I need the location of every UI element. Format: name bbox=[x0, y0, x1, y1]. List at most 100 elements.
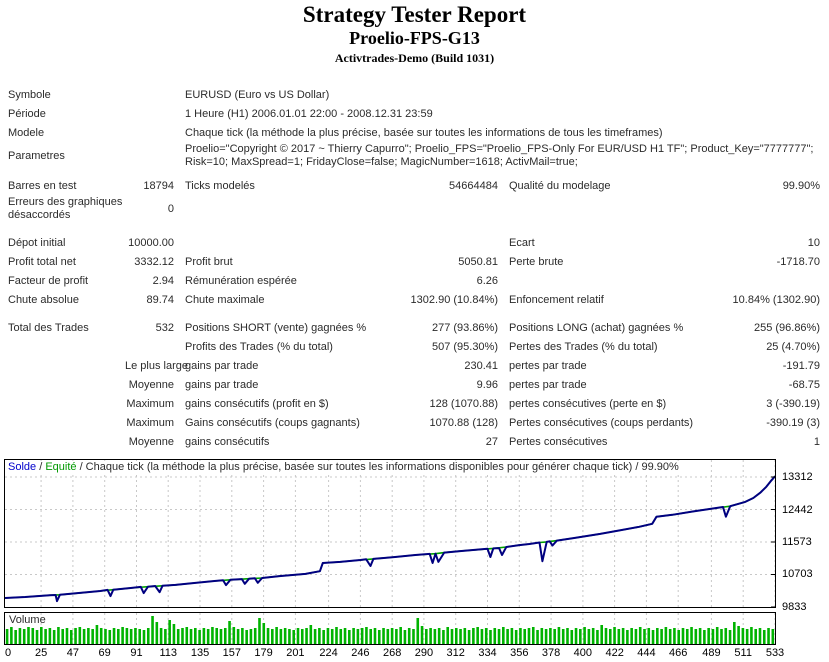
section-gap bbox=[8, 222, 820, 234]
row-value: 255 (96.86%) bbox=[753, 322, 820, 334]
volume-bar bbox=[566, 628, 569, 644]
volume-bar bbox=[108, 630, 112, 644]
volume-bar bbox=[647, 628, 651, 644]
section-gap bbox=[8, 169, 820, 177]
volume-bar bbox=[425, 629, 428, 644]
balance-line bbox=[5, 475, 775, 603]
row-value: 0 bbox=[167, 202, 174, 215]
volume-bar bbox=[202, 628, 206, 644]
report-row: Maximum gains consécutifs (profit en $) 12… bbox=[8, 395, 820, 414]
volume-bar bbox=[275, 627, 278, 644]
volume-bar bbox=[403, 630, 407, 644]
volume-bar bbox=[223, 628, 227, 644]
volume-bar bbox=[142, 630, 146, 644]
volume-bar bbox=[728, 630, 732, 644]
row-label: Enfoncement relatif bbox=[509, 294, 604, 306]
volume-bar bbox=[22, 629, 26, 644]
row-value: 89.74 bbox=[146, 294, 174, 306]
volume-bar bbox=[348, 630, 351, 644]
volume-bar bbox=[510, 628, 514, 644]
volume-bar bbox=[288, 629, 291, 644]
volume-bar bbox=[412, 629, 415, 644]
report-row: Modele Chaque tick (la méthode la plus pr… bbox=[8, 124, 820, 143]
row-value: Moyenne bbox=[128, 379, 174, 391]
x-axis-tick-label: 312 bbox=[446, 647, 465, 659]
volume-bar bbox=[117, 629, 120, 644]
report-row: Profit total net 3332.12 Profit brut 5050.8… bbox=[8, 253, 820, 272]
x-axis-tick-label: 422 bbox=[605, 647, 624, 659]
x-axis-tick-label: 489 bbox=[702, 647, 721, 659]
y-axis-tick-label: 10703 bbox=[782, 568, 813, 581]
row-label: Pertes consécutives bbox=[509, 436, 608, 448]
row-label: pertes par trade bbox=[509, 379, 587, 391]
volume-bar bbox=[14, 630, 17, 644]
row-label: Pertes consécutives (coups perdants) bbox=[509, 417, 694, 429]
volume-bar bbox=[450, 629, 454, 644]
row-label: Barres en test bbox=[8, 180, 77, 192]
volume-bar bbox=[369, 629, 373, 644]
volume-bar bbox=[703, 630, 706, 644]
volume-bar bbox=[266, 628, 270, 644]
volume-bar bbox=[151, 616, 154, 644]
volume-bar bbox=[664, 627, 668, 644]
row-value: -191.79 bbox=[782, 360, 820, 372]
y-axis-tick-label: 11573 bbox=[782, 535, 812, 548]
row-label: Pertes des Trades (% du total) bbox=[509, 341, 658, 353]
row-label: Profit brut bbox=[185, 256, 233, 268]
volume-bar bbox=[416, 618, 420, 644]
volume-bar bbox=[579, 629, 582, 644]
row-value: -1718.70 bbox=[776, 256, 820, 268]
volume-bar bbox=[463, 628, 467, 644]
section-gap bbox=[8, 310, 820, 319]
volume-bar bbox=[241, 628, 244, 644]
volume-bar bbox=[621, 628, 625, 644]
volume-bar bbox=[698, 628, 702, 644]
volume-bar bbox=[91, 629, 94, 644]
volume-bar bbox=[194, 628, 197, 644]
volume-bar bbox=[279, 629, 283, 644]
row-value: 10000.00 bbox=[128, 237, 174, 249]
row-label: gains consécutifs (profit en $) bbox=[185, 398, 329, 410]
report-row: Profits des Trades (% du total) 507 (95.3… bbox=[8, 338, 820, 357]
x-axis-tick-label: 25 bbox=[34, 647, 48, 659]
x-axis-tick-label: 69 bbox=[98, 647, 111, 659]
row-value: 99.90% bbox=[782, 180, 820, 192]
report-row: Moyenne gains par trade 9.96 pertes par tra… bbox=[8, 376, 820, 395]
volume-bar bbox=[365, 627, 368, 644]
x-axis-tick-label: 356 bbox=[510, 647, 529, 659]
volume-bar bbox=[198, 630, 201, 644]
row-value: 6.26 bbox=[476, 275, 498, 287]
volume-bar bbox=[262, 623, 266, 644]
volume-bar bbox=[65, 628, 69, 644]
volume-bar bbox=[591, 628, 595, 644]
row-value: 25 (4.70%) bbox=[766, 341, 820, 353]
volume-bar bbox=[296, 628, 300, 644]
report-table: Symbole EURUSD (Euro vs US Dollar) Période… bbox=[8, 86, 820, 452]
volume-bar bbox=[159, 628, 163, 644]
volume-bar bbox=[596, 630, 599, 644]
volume-bar bbox=[604, 628, 608, 644]
volume-bar bbox=[442, 630, 445, 644]
volume-bar bbox=[685, 629, 689, 644]
x-axis-tick-label: 466 bbox=[669, 647, 688, 659]
volume-bar bbox=[206, 629, 210, 644]
volume-bar bbox=[335, 627, 338, 644]
chart-legend: Solde / Equité / Chaque tick (la méthode… bbox=[8, 461, 682, 474]
volume-bar bbox=[211, 627, 214, 644]
x-axis-tick-label: 378 bbox=[541, 647, 561, 659]
row-value: 3 (-390.19) bbox=[766, 398, 820, 410]
row-label: Profits des Trades (% du total) bbox=[185, 341, 333, 353]
x-axis-tick-label: 511 bbox=[734, 647, 752, 659]
volume-bar bbox=[40, 627, 43, 644]
row-label: Chute maximale bbox=[185, 294, 265, 306]
volume-bar bbox=[82, 629, 86, 644]
row-label: Modele bbox=[8, 127, 45, 139]
row-label: pertes consécutives (perte en $) bbox=[509, 398, 667, 410]
volume-bar bbox=[741, 628, 745, 644]
volume-bar bbox=[99, 628, 103, 644]
volume-bar bbox=[656, 628, 659, 644]
volume-bar bbox=[407, 628, 411, 644]
row-value: EURUSD (Euro vs US Dollar) bbox=[185, 89, 330, 101]
x-axis-tick-label: 0 bbox=[5, 647, 12, 659]
